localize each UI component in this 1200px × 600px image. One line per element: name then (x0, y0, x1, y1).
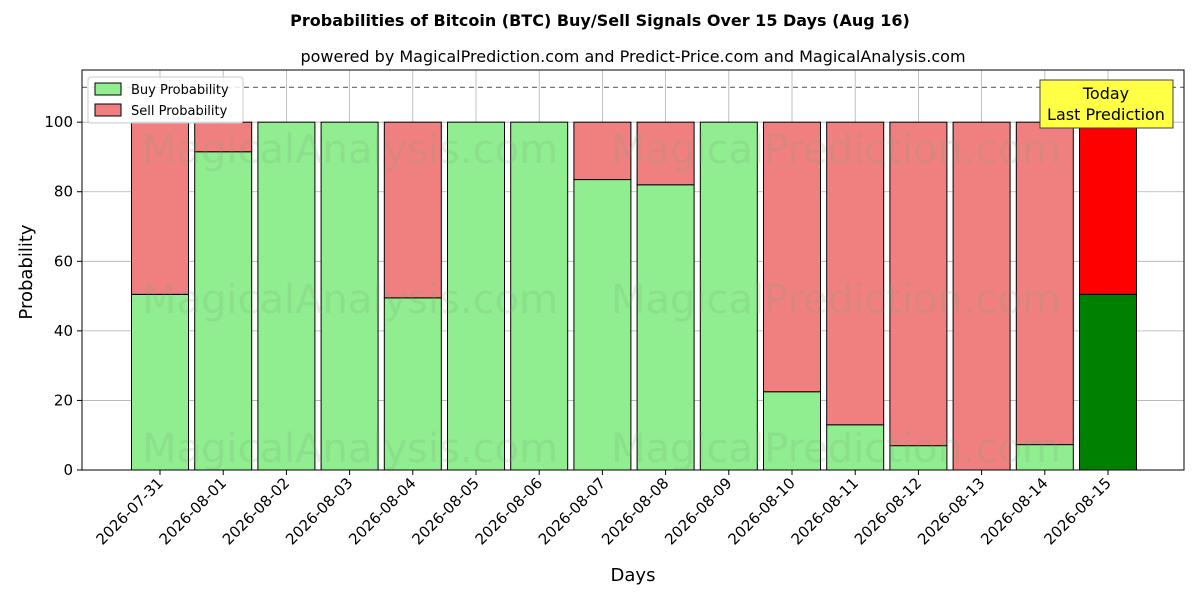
buy-bar (320, 121, 379, 471)
legend-box (87, 76, 244, 124)
x-tick-label: 2026-08-05 (408, 474, 482, 548)
watermark-text: MagicalAnalysis.com (142, 127, 558, 173)
sell-bar (636, 121, 695, 186)
buy-bar (1015, 444, 1074, 471)
annotation-line-last-prediction: Last Prediction (1047, 105, 1165, 124)
y-axis-label: Probability (16, 224, 37, 319)
x-tick-label: 2026-08-06 (472, 474, 546, 548)
legend-label-sell: Sell Probability (131, 104, 228, 119)
y-tick-label: 100 (44, 113, 73, 131)
buy-bar (636, 184, 695, 471)
sell-bar (1015, 121, 1074, 446)
x-tick-label: 2026-08-01 (156, 474, 230, 548)
buy-bar (257, 121, 316, 471)
x-tick-label: 2026-08-15 (1040, 474, 1114, 548)
annotation-box (1039, 79, 1174, 129)
x-tick-label: 2026-08-04 (345, 474, 419, 548)
legend-swatch-buy (94, 82, 122, 96)
x-tick-label: 2026-08-13 (914, 474, 988, 548)
x-tick-label: 2026-08-11 (788, 474, 862, 548)
buy-bar (826, 424, 885, 471)
sell-bar (826, 121, 885, 426)
buy-bar (763, 391, 821, 471)
plot-area: MagicalAnalysis.com MagicalPrediction.com… (44, 69, 1185, 548)
axes-frame (81, 69, 1185, 471)
watermark-text: MagicalAnalysis.com (142, 277, 558, 323)
buy-bar (194, 151, 253, 471)
legend-swatch-sell (94, 103, 122, 117)
watermark-text: MagicalPrediction.com (611, 426, 1061, 472)
sell-bar (889, 121, 948, 447)
x-tick-label: 2026-08-09 (661, 474, 735, 548)
x-tick-label: 2026-08-07 (535, 474, 609, 548)
sell-bar (131, 121, 189, 295)
x-tick-label: 2026-08-14 (977, 474, 1051, 548)
x-tick-label: 2026-08-03 (282, 474, 356, 548)
sell-bar (763, 121, 821, 393)
buy-bar (573, 179, 632, 471)
y-tick-label: 40 (54, 322, 73, 340)
y-tick-label: 80 (54, 183, 73, 201)
y-tick-label: 0 (63, 461, 73, 479)
buy-bar (510, 121, 569, 471)
x-tick-label: 2026-08-02 (219, 474, 293, 548)
sell-bar (1079, 121, 1137, 295)
legend-label-buy: Buy Probability (131, 83, 229, 98)
buy-bar (383, 297, 442, 471)
watermark-text: MagicalPrediction.com (611, 277, 1061, 323)
buy-bar (1079, 293, 1137, 471)
annotation-line-today: Today (1082, 84, 1129, 103)
buy-bar (447, 121, 505, 471)
watermark-text: MagicalPrediction.com (611, 127, 1061, 173)
buy-bar (699, 121, 758, 471)
chart-subtitle: powered by MagicalPrediction.com and Pre… (300, 47, 965, 66)
sell-bar (383, 121, 442, 299)
chart-title: Probabilities of Bitcoin (BTC) Buy/Sell … (290, 11, 910, 30)
watermark-text: MagicalAnalysis.com (142, 426, 558, 472)
x-tick-label: 2026-08-10 (724, 474, 798, 548)
x-tick-label: 2026-08-12 (851, 474, 925, 548)
sell-bar (573, 121, 632, 181)
x-axis-label: Days (611, 565, 656, 586)
sell-bar (952, 121, 1011, 471)
x-tick-label: 2026-07-31 (92, 474, 166, 548)
y-tick-label: 60 (54, 252, 73, 270)
x-tick-label: 2026-08-08 (598, 474, 672, 548)
y-tick-label: 20 (54, 391, 73, 409)
